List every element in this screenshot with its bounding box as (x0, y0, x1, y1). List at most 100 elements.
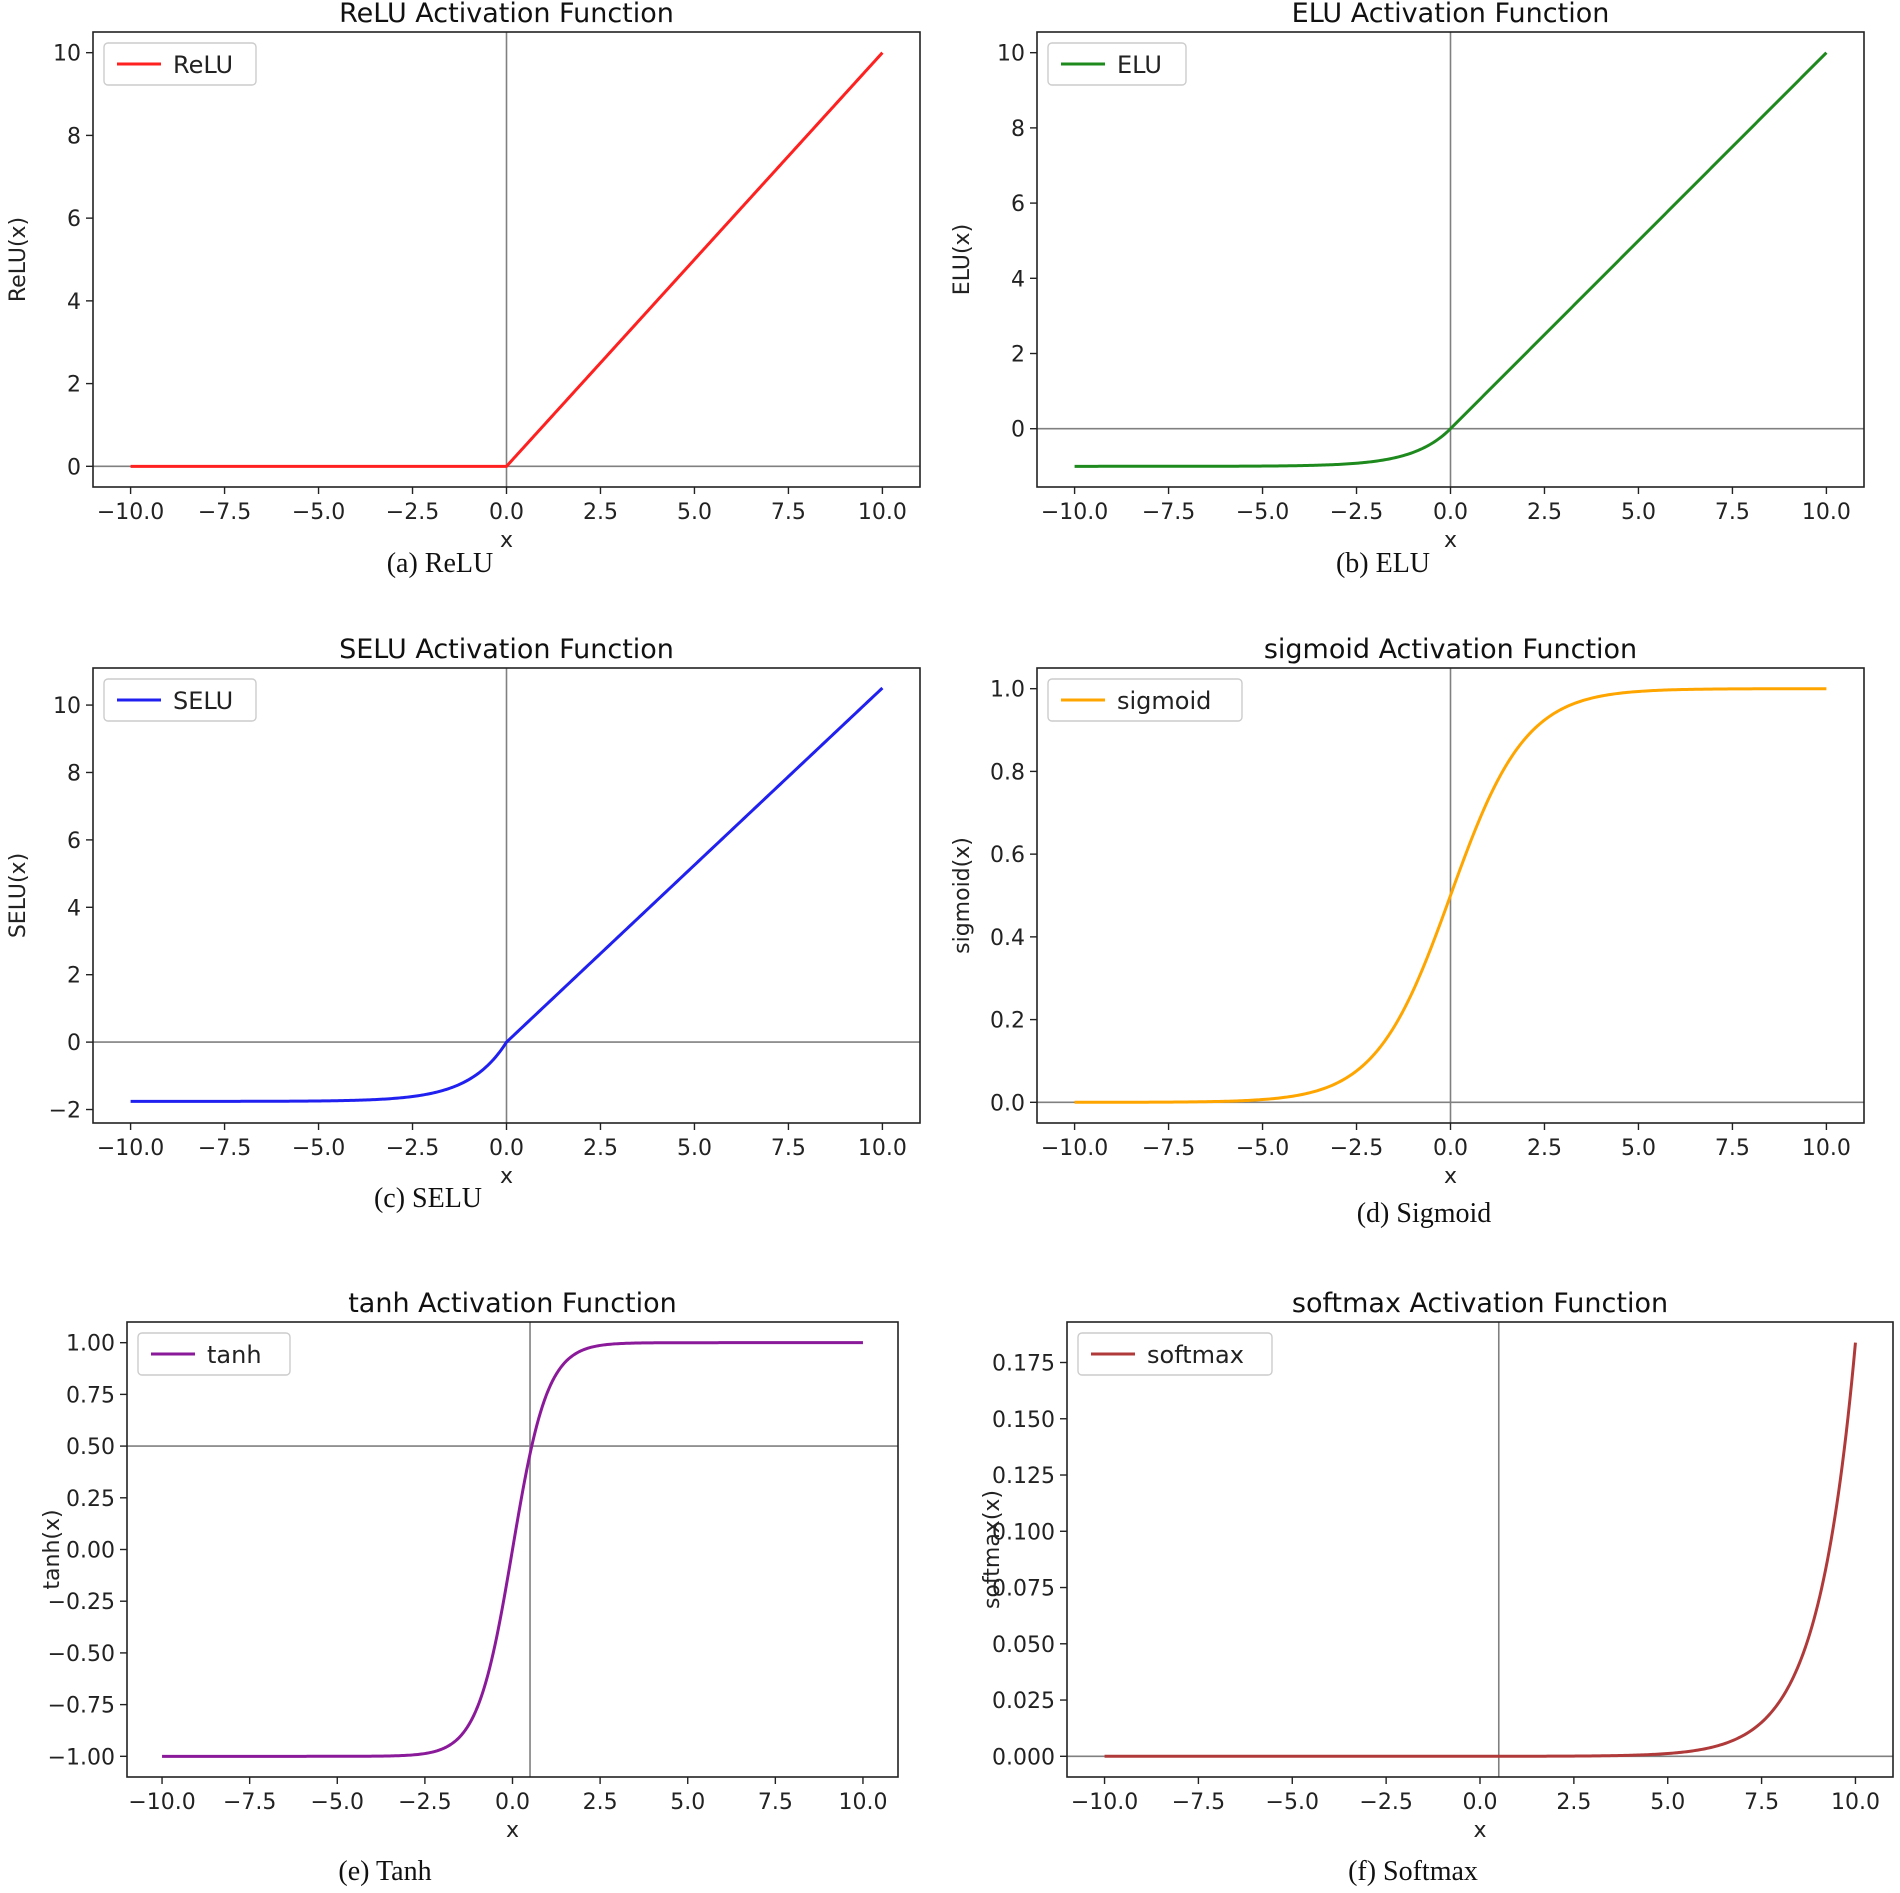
chart-panel-1: −10.0 −7.5 −5.0 −2.5 0.0 2.5 5.0 7.5 10.0 0 2 4 6 8 10… (6, 0, 921, 579)
x-tick-label: −7.5 (198, 1136, 251, 1161)
chart-title: sigmoid Activation Function (1264, 634, 1637, 665)
panel-caption: (e) Tanh (338, 1856, 431, 1887)
x-axis-label: x (1444, 528, 1457, 553)
x-tick-label: 0.0 (489, 1136, 524, 1161)
x-tick-label: −2.5 (1330, 1136, 1383, 1161)
series-line-softmax (1104, 1342, 1857, 1758)
x-tick-label: −2.5 (1359, 1790, 1412, 1815)
x-tick-label: 2.5 (583, 1136, 618, 1161)
x-tick-label: 2.5 (583, 500, 618, 525)
x-tick-label: 7.5 (771, 1136, 806, 1161)
x-tick-label: −7.5 (1142, 500, 1195, 525)
chart-title: ELU Activation Function (1292, 0, 1610, 29)
x-tick-label: 10.0 (858, 500, 907, 525)
y-tick-label: 1.0 (990, 678, 1025, 703)
x-tick-label: 5.0 (1650, 1790, 1685, 1815)
y-tick-label: −0.50 (48, 1642, 115, 1667)
x-tick-label: −10.0 (1071, 1790, 1138, 1815)
y-tick-label: 2 (67, 373, 81, 398)
legend-label: ELU (1117, 51, 1162, 79)
x-tick-label: −10.0 (97, 1136, 164, 1161)
series-line-elu (1074, 51, 1828, 468)
x-tick-label: 10.0 (1802, 1136, 1851, 1161)
y-tick-label: 0.8 (990, 760, 1025, 785)
x-axis-label: x (1473, 1818, 1486, 1843)
x-tick-label: 7.5 (1715, 1136, 1750, 1161)
x-tick-label: −10.0 (1041, 500, 1108, 525)
y-tick-label: 0.150 (992, 1408, 1055, 1433)
y-tick-label: 0 (67, 455, 81, 480)
y-tick-label: 0.075 (992, 1577, 1055, 1602)
x-axis-label: x (500, 1164, 513, 1189)
x-tick-label: 10.0 (1831, 1790, 1880, 1815)
x-tick-label: 5.0 (1621, 1136, 1656, 1161)
y-tick-label: 8 (1011, 117, 1025, 142)
x-axis-label: x (1444, 1164, 1457, 1189)
x-tick-label: 0.0 (495, 1790, 530, 1815)
y-tick-label: 6 (67, 207, 81, 232)
y-axis-label: sigmoid(x) (950, 837, 975, 954)
x-tick-label: −10.0 (97, 500, 164, 525)
y-tick-label: 10 (997, 42, 1025, 67)
panel-caption: (a) ReLU (387, 548, 494, 579)
x-tick-label: 0.0 (1433, 500, 1468, 525)
legend-label: SELU (173, 687, 233, 715)
legend-label: ReLU (173, 51, 233, 79)
series-line-relu (130, 51, 884, 468)
x-tick-label: −10.0 (1041, 1136, 1108, 1161)
x-tick-label: 5.0 (677, 500, 712, 525)
x-tick-label: 2.5 (583, 1790, 618, 1815)
y-tick-label: 0.025 (992, 1689, 1055, 1714)
x-tick-label: −5.0 (1236, 1136, 1289, 1161)
x-tick-label: −5.0 (311, 1790, 364, 1815)
x-tick-label: −5.0 (292, 1136, 345, 1161)
series-line-tanh (162, 1341, 863, 1758)
legend-box (103, 42, 257, 86)
y-tick-label: 0.000 (992, 1745, 1055, 1770)
x-tick-label: 7.5 (758, 1790, 793, 1815)
y-tick-label: 1.00 (66, 1332, 115, 1357)
legend-box (1047, 678, 1243, 722)
y-tick-label: 8 (67, 124, 81, 149)
y-tick-label: 4 (67, 290, 81, 315)
y-tick-label: 4 (1011, 267, 1025, 292)
x-tick-label: 2.5 (1556, 1790, 1591, 1815)
y-tick-label: 10 (53, 42, 81, 67)
x-tick-label: 0.0 (1433, 1136, 1468, 1161)
y-tick-label: −0.25 (48, 1590, 115, 1615)
legend-box (1047, 42, 1187, 86)
x-tick-label: −2.5 (398, 1790, 451, 1815)
chart-title: softmax Activation Function (1292, 1288, 1668, 1319)
y-tick-label: 0.175 (992, 1352, 1055, 1377)
axes-frame (1066, 1321, 1894, 1778)
y-tick-label: 0 (1011, 418, 1025, 443)
x-tick-label: 5.0 (1621, 500, 1656, 525)
y-tick-label: 8 (67, 761, 81, 786)
y-tick-label: 6 (1011, 192, 1025, 217)
chart-panel-3: −10.0 −7.5 −5.0 −2.5 0.0 2.5 5.0 7.5 10.0 −2 0 2 4 6 8… (6, 634, 921, 1214)
y-axis-label: ReLU(x) (6, 217, 31, 302)
x-tick-label: 5.0 (670, 1790, 705, 1815)
y-tick-label: 0.2 (990, 1009, 1025, 1034)
x-tick-label: −2.5 (386, 1136, 439, 1161)
legend-label: tanh (207, 1341, 262, 1369)
legend-box (1077, 1332, 1273, 1376)
x-tick-label: −2.5 (386, 500, 439, 525)
x-tick-label: −7.5 (223, 1790, 276, 1815)
x-tick-label: 7.5 (1744, 1790, 1779, 1815)
x-tick-label: −7.5 (1142, 1136, 1195, 1161)
legend-label: softmax (1147, 1341, 1244, 1369)
y-tick-label: 0.75 (66, 1383, 115, 1408)
x-tick-label: 10.0 (1802, 500, 1851, 525)
y-tick-label: 0.25 (66, 1487, 115, 1512)
series-line-sigmoid (1074, 687, 1827, 1104)
y-axis-label: SELU(x) (6, 853, 31, 938)
x-axis-label: x (506, 1818, 519, 1843)
y-tick-label: −0.75 (48, 1694, 115, 1719)
x-tick-label: −7.5 (198, 500, 251, 525)
x-tick-label: −7.5 (1172, 1790, 1225, 1815)
y-tick-label: 2 (67, 964, 81, 989)
y-axis-label: softmax(x) (980, 1490, 1005, 1609)
chart-panel-4: −10.0 −7.5 −5.0 −2.5 0.0 2.5 5.0 7.5 10.0 0.0 0.2 0… (950, 634, 1865, 1229)
y-tick-label: 4 (67, 896, 81, 921)
